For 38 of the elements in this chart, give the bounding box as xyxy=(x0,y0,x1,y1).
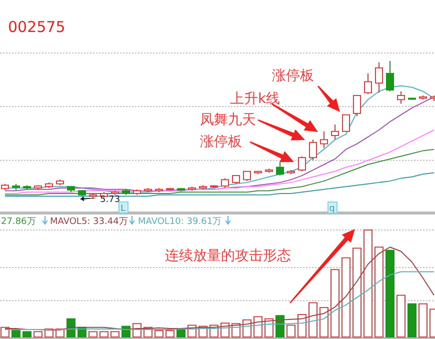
annotation: 连续放量的攻击形态 xyxy=(165,248,291,264)
text: MAVOL10: 39.61万 xyxy=(138,217,222,227)
bar xyxy=(342,257,350,338)
bar xyxy=(22,331,32,338)
bar xyxy=(34,331,42,338)
annotation: 涨停板 xyxy=(200,134,242,150)
bar xyxy=(396,294,406,338)
bar xyxy=(154,330,164,338)
annotation: 涨停板 xyxy=(272,68,314,84)
bar xyxy=(364,230,372,338)
chart-title: 002575 xyxy=(8,18,66,36)
bar xyxy=(166,330,174,338)
bar xyxy=(408,303,416,338)
bar xyxy=(100,331,108,338)
bar xyxy=(352,248,362,338)
bar xyxy=(386,250,394,338)
text: q xyxy=(329,204,335,214)
candlestick xyxy=(375,62,383,94)
bar xyxy=(276,315,284,338)
annotation: 上升k线 xyxy=(230,91,280,107)
text: L xyxy=(120,204,126,214)
bar xyxy=(308,302,318,338)
bar xyxy=(254,316,262,338)
bar xyxy=(330,269,340,338)
text: 27.86万 xyxy=(1,217,36,227)
bar xyxy=(88,331,98,338)
bar xyxy=(320,307,328,338)
text: MAVOL5: 33.44万 xyxy=(50,217,128,227)
candlestick xyxy=(309,139,317,161)
bar xyxy=(374,246,384,338)
annotation: 凤舞九天 xyxy=(200,112,256,128)
annotation: 5.73 xyxy=(100,195,120,205)
bar xyxy=(418,303,428,338)
bar xyxy=(0,326,10,338)
bar xyxy=(110,331,120,338)
bar xyxy=(176,329,186,338)
bar xyxy=(12,330,20,338)
bar xyxy=(286,324,296,338)
